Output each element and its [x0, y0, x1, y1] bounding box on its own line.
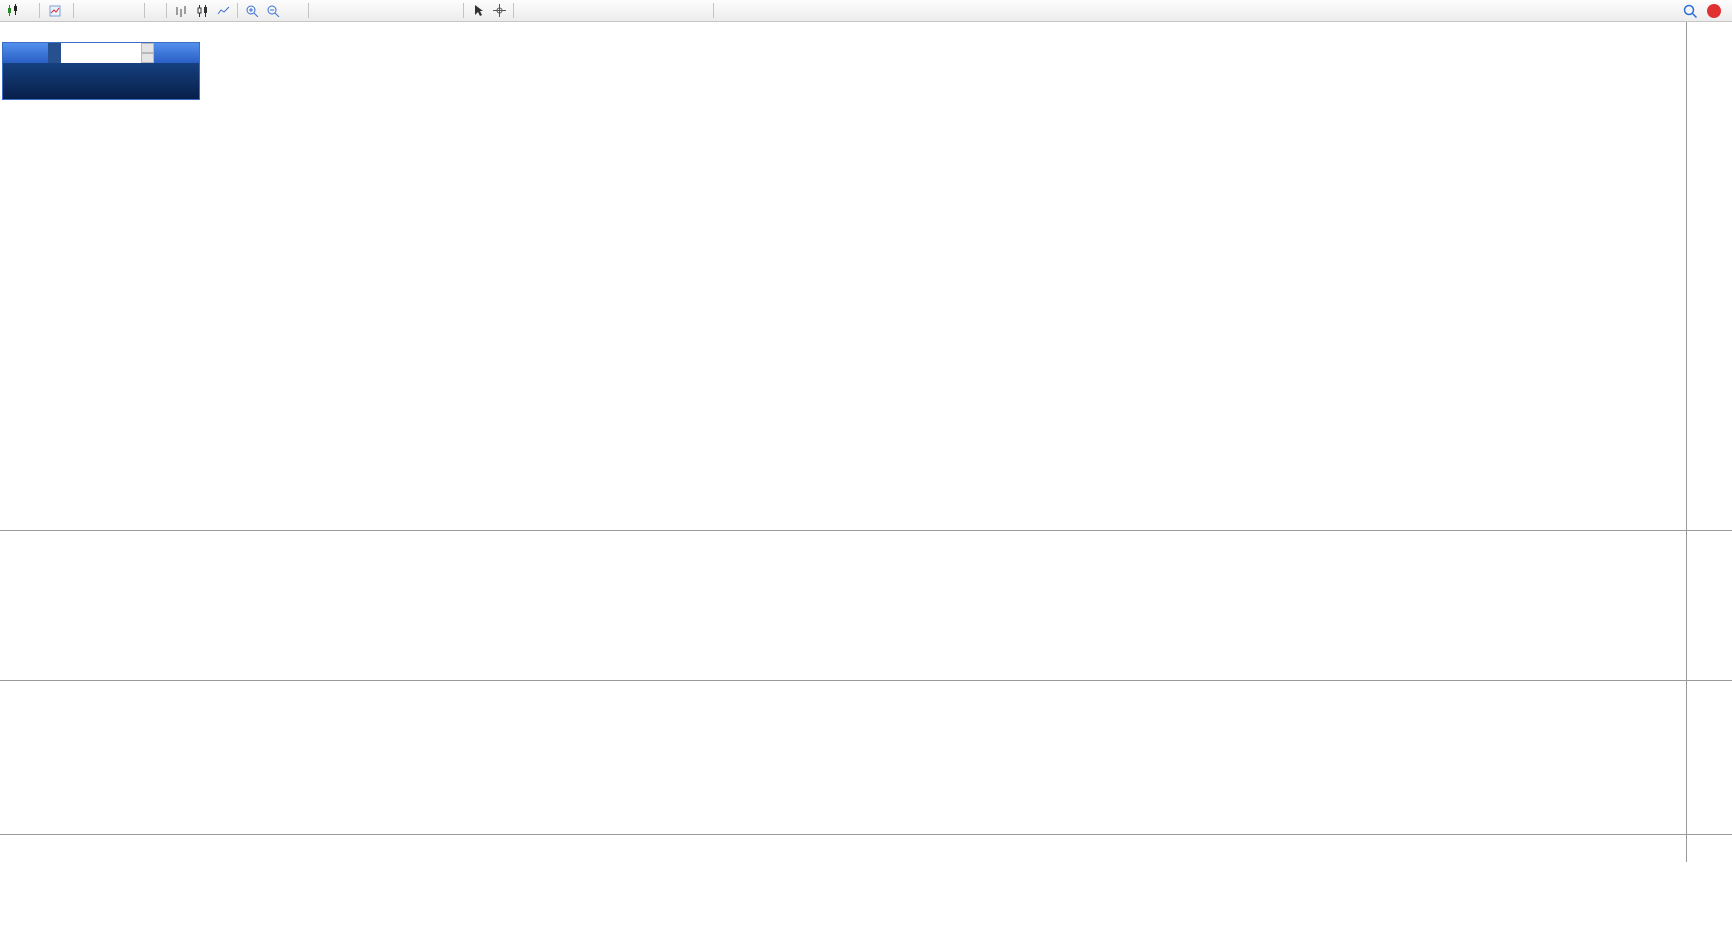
window-tile-icon[interactable]: [313, 2, 333, 20]
toolbar-separator: [237, 3, 238, 18]
new-chart-button[interactable]: [3, 2, 23, 20]
arrows-tool-icon[interactable]: [644, 2, 664, 20]
volume-field: [61, 43, 141, 63]
toolbar: [0, 0, 1732, 22]
toolbar-separator: [73, 3, 74, 18]
volume-preset-dropdown[interactable]: [48, 43, 61, 63]
time-axis-border: [0, 834, 1732, 835]
volume-stepper: [141, 43, 154, 63]
channel-tool-icon[interactable]: [581, 2, 601, 20]
new-order-button[interactable]: [44, 2, 69, 20]
volume-up-icon[interactable]: [141, 43, 154, 53]
envelope-icon[interactable]: [439, 2, 459, 20]
indicators-add-icon[interactable]: [397, 2, 417, 20]
toolbar-separator: [39, 3, 40, 18]
vertical-line-tool-icon[interactable]: [518, 2, 538, 20]
candle-mode-icon[interactable]: [192, 2, 212, 20]
toolbar-separator: [308, 3, 309, 18]
text-tool-icon[interactable]: [623, 2, 643, 20]
notification-badge[interactable]: [1707, 3, 1721, 18]
new-order-icon: [49, 5, 61, 16]
bar-chart-mode-icon[interactable]: [171, 2, 191, 20]
toolbar-separator: [513, 3, 514, 18]
candlestick-icon: [8, 4, 17, 16]
crosshair-tool-icon[interactable]: [489, 2, 509, 20]
panel-separator[interactable]: [0, 530, 1732, 531]
panel-separator[interactable]: [0, 680, 1732, 681]
trendline-tool-icon[interactable]: [560, 2, 580, 20]
buy-price-display[interactable]: [101, 63, 199, 99]
price-axis-border: [1686, 22, 1687, 862]
volume-input[interactable]: [61, 47, 141, 59]
line-mode-icon[interactable]: [213, 2, 233, 20]
market-watch-icon[interactable]: [99, 2, 119, 20]
toolbar-separator: [166, 3, 167, 18]
zoom-in-button[interactable]: [242, 2, 262, 20]
refresh-icon[interactable]: [120, 2, 140, 20]
one-click-trading-panel: [2, 42, 200, 100]
cursor-tool-icon[interactable]: [468, 2, 488, 20]
buy-button[interactable]: [154, 43, 199, 63]
horizontal-line-tool-icon[interactable]: [539, 2, 559, 20]
autotrading-button[interactable]: [149, 2, 162, 20]
window-vertical-icon[interactable]: [376, 2, 396, 20]
toolbar-separator: [144, 3, 145, 18]
history-center-icon[interactable]: [78, 2, 98, 20]
cycles-icon[interactable]: [418, 2, 438, 20]
window-horizontal-icon[interactable]: [355, 2, 375, 20]
toolbar-separator: [463, 3, 464, 18]
search-icon[interactable]: [1680, 2, 1700, 20]
window-cascade-icon[interactable]: [334, 2, 354, 20]
toolbar-separator: [713, 3, 714, 18]
sell-button[interactable]: [3, 43, 48, 63]
tile-grid-icon[interactable]: [284, 2, 304, 20]
new-chart-dropdown[interactable]: [24, 2, 35, 20]
zoom-out-button[interactable]: [263, 2, 283, 20]
arrows-tool-dropdown[interactable]: [665, 2, 676, 20]
fibonacci-tool-icon[interactable]: [602, 2, 622, 20]
sell-price-display[interactable]: [3, 63, 101, 99]
chart-canvas[interactable]: [0, 22, 1686, 945]
shapes-tool-dropdown[interactable]: [698, 2, 709, 20]
volume-down-icon[interactable]: [141, 53, 154, 63]
shapes-tool-icon[interactable]: [677, 2, 697, 20]
